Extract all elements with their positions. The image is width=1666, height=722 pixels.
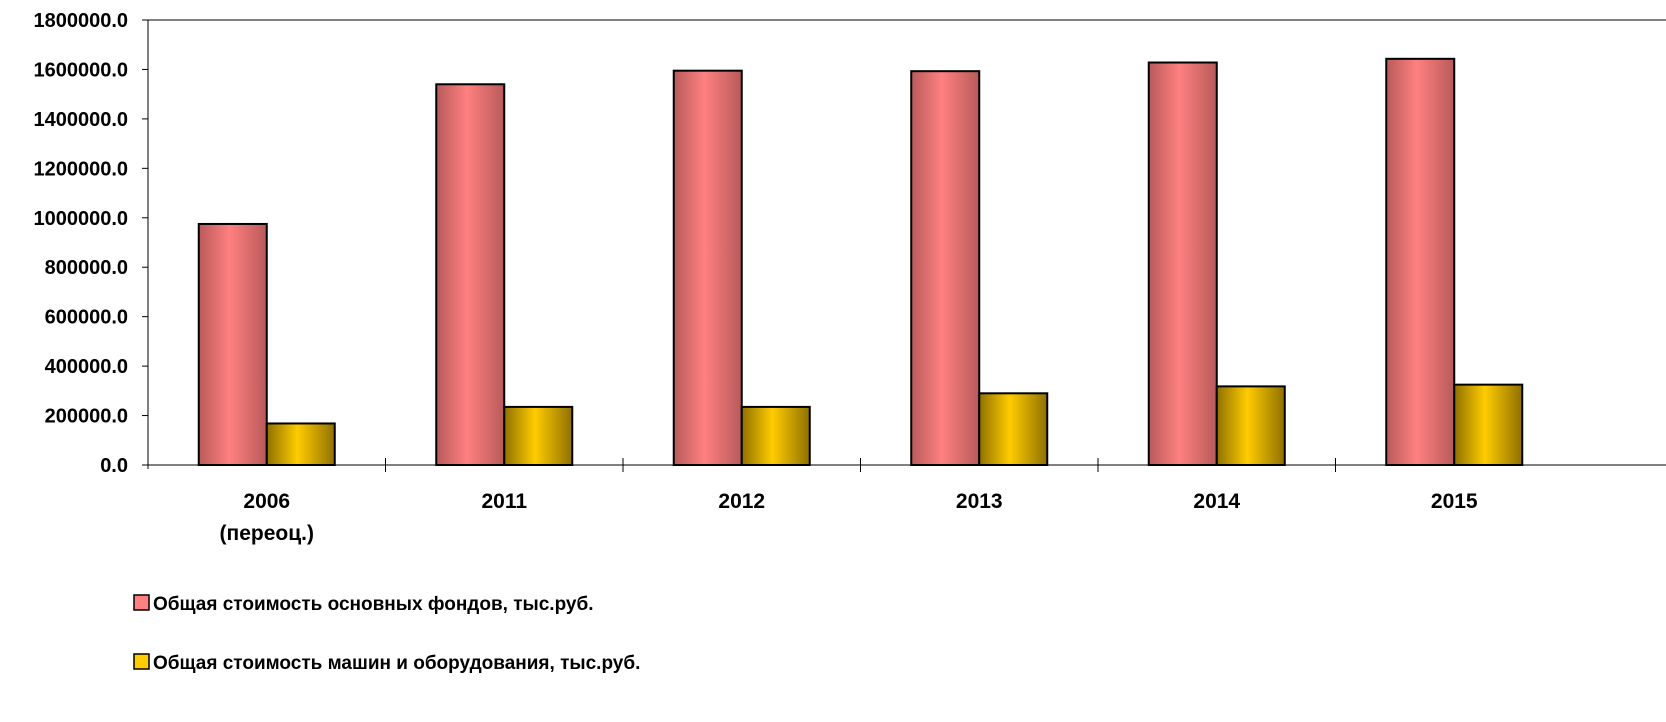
bar-series-1-3 bbox=[910, 70, 981, 467]
legend-swatch-2 bbox=[133, 653, 150, 670]
legend: Общая стоимость основных фондов, тыс.руб… bbox=[133, 594, 640, 674]
y-tick-label: 200000.0 bbox=[45, 406, 128, 428]
bar-series-1-5 bbox=[1385, 57, 1456, 466]
x-tick-label: 2011 bbox=[481, 490, 527, 513]
x-tick-label: 2014 bbox=[1193, 490, 1240, 513]
bar-series-2-5 bbox=[1453, 383, 1524, 466]
bar-series-2-1 bbox=[503, 405, 574, 466]
x-tick-label: 2006 bbox=[243, 490, 290, 513]
bar-series-2-4 bbox=[1215, 385, 1286, 466]
bar-series-1-4 bbox=[1147, 61, 1218, 467]
bar-series-1-0 bbox=[197, 222, 268, 466]
legend-label-2: Общая стоимость машин и оборудования, ты… bbox=[153, 653, 640, 674]
y-axis: 0.0 200000.0 400000.0 600000.0 800000.0 10000… bbox=[33, 10, 149, 477]
bar-series-1-2 bbox=[672, 69, 743, 467]
bar-series-1-1 bbox=[435, 83, 506, 467]
y-tick-label: 1200000.0 bbox=[33, 158, 128, 180]
legend-label-1: Общая стоимость основных фондов, тыс.руб… bbox=[153, 594, 594, 615]
legend-swatch-1 bbox=[133, 594, 150, 611]
x-tick-label: 2013 bbox=[956, 490, 1003, 513]
bar-series-2-0 bbox=[265, 422, 336, 467]
y-tick-label: 0.0 bbox=[100, 455, 128, 477]
bar-series-2-3 bbox=[978, 392, 1049, 466]
y-tick-label: 1000000.0 bbox=[33, 208, 128, 230]
y-tick-label: 1600000.0 bbox=[33, 59, 128, 81]
bars bbox=[197, 57, 1524, 467]
y-tick-label: 600000.0 bbox=[45, 307, 128, 329]
y-tick-label: 1400000.0 bbox=[33, 109, 128, 131]
y-tick-label: 1800000.0 bbox=[33, 10, 128, 32]
x-tick-label: (переоц.) bbox=[220, 522, 314, 545]
x-tick-label: 2015 bbox=[1431, 490, 1478, 513]
bar-series-2-2 bbox=[740, 405, 811, 466]
x-axis: 2006 (переоц.) 2011 2012 2013 2014 2015 bbox=[148, 19, 1666, 545]
y-tick-label: 800000.0 bbox=[45, 257, 128, 279]
x-tick-label: 2012 bbox=[718, 490, 765, 513]
y-tick-label: 400000.0 bbox=[45, 356, 128, 378]
